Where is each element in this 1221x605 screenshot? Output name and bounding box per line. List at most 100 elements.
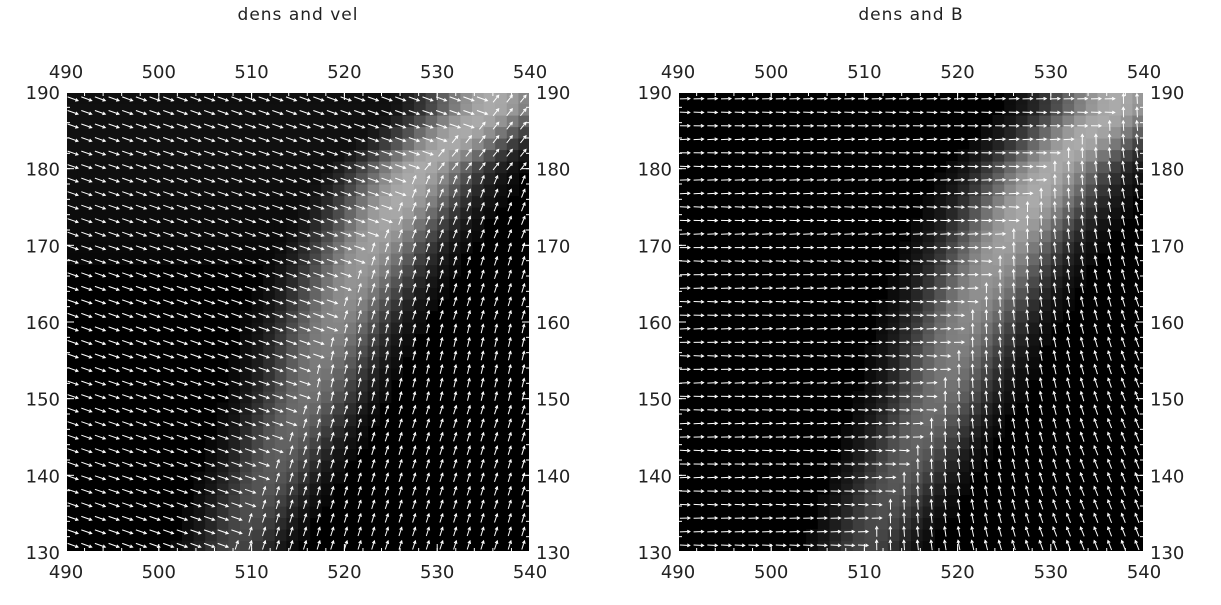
vector-arrowhead	[782, 313, 787, 318]
vector-arrowhead	[741, 232, 746, 236]
density-cell	[425, 207, 438, 220]
vector-arrow	[81, 488, 92, 494]
density-cell	[124, 103, 137, 116]
vector-arrowhead	[252, 125, 257, 129]
vector-arrow	[244, 258, 256, 264]
vector-arrow	[190, 326, 201, 332]
vector-arrow	[244, 461, 256, 467]
vector-arrow	[244, 191, 256, 196]
density-cell	[367, 287, 380, 300]
density-cell	[1074, 103, 1087, 116]
vector-arrow	[344, 391, 348, 401]
vector-arrowhead	[522, 418, 526, 423]
vector-arrowhead	[741, 326, 746, 331]
density-cell	[957, 195, 970, 208]
vector-arrow	[67, 272, 79, 277]
vector-arrowhead	[700, 354, 705, 358]
vector-arrow	[135, 312, 147, 318]
vector-arrowhead	[467, 377, 471, 382]
density-cell	[170, 103, 183, 116]
vector-arrowhead	[170, 368, 175, 373]
vector-arrow	[231, 312, 242, 318]
vector-arrowhead	[252, 287, 257, 291]
density-cell	[298, 471, 311, 484]
density-cell	[344, 195, 357, 208]
vector-arrow	[285, 191, 297, 196]
vector-arrowhead	[225, 111, 230, 116]
vector-arrowhead	[156, 192, 161, 197]
density-cell	[899, 483, 912, 496]
vector-arrow	[720, 544, 732, 546]
vector-arrow	[272, 353, 283, 359]
density-cell	[992, 379, 1005, 392]
density-cell	[1027, 230, 1040, 243]
density-cell	[899, 471, 912, 484]
vector-arrow	[231, 204, 242, 210]
vector-arrowhead	[522, 539, 526, 544]
vector-arrow	[371, 527, 375, 537]
vector-arrow	[316, 432, 321, 442]
density-cell	[356, 356, 369, 369]
vector-arrow	[217, 285, 229, 291]
density-cell	[182, 115, 195, 128]
density-cell	[518, 126, 531, 139]
vector-arrow	[258, 231, 270, 237]
vector-arrow	[190, 285, 201, 291]
vector-arrowhead	[238, 260, 243, 264]
vector-arrow	[521, 391, 525, 401]
vector-arrow	[412, 473, 416, 483]
vector-arrowhead	[88, 355, 93, 359]
vector-arrow	[494, 364, 498, 374]
vector-arrowhead	[481, 269, 485, 274]
vector-arrow	[330, 459, 334, 469]
density-cell	[1027, 218, 1040, 231]
x-tick-label: 530	[420, 562, 454, 583]
vector-arrow	[451, 162, 459, 171]
vector-arrowhead	[375, 192, 380, 197]
vector-arrowhead	[279, 206, 284, 210]
density-cell	[309, 253, 322, 266]
vector-arrow	[479, 121, 486, 130]
vector-arrowhead	[238, 179, 243, 183]
density-cell	[379, 379, 392, 392]
density-cell	[298, 483, 311, 496]
density-cell	[957, 276, 970, 289]
vector-arrow	[720, 476, 732, 479]
density-cell	[1085, 115, 1098, 128]
density-cell	[182, 138, 195, 151]
vector-arrowhead	[769, 205, 774, 209]
density-cell	[263, 126, 276, 139]
vector-arrowhead	[115, 436, 121, 440]
vector-arrowhead	[211, 152, 216, 156]
vector-arrow	[203, 448, 215, 453]
density-cell	[77, 207, 90, 220]
vector-arrowhead	[279, 138, 284, 143]
vector-arrowhead	[700, 177, 705, 182]
density-cell	[1050, 115, 1064, 128]
vector-arrow	[439, 527, 444, 537]
vector-arrow	[190, 123, 201, 129]
vector-arrow	[275, 527, 280, 537]
vector-arrowhead	[88, 125, 93, 129]
density-cell	[124, 207, 137, 220]
density-cell	[193, 172, 206, 185]
vector-arrow	[163, 434, 174, 440]
density-cell	[158, 115, 171, 128]
vector-arrowhead	[102, 341, 107, 346]
vector-arrowhead	[197, 300, 202, 305]
density-cell	[240, 310, 253, 323]
vector-arrow	[411, 229, 417, 239]
density-cell	[367, 115, 380, 128]
density-cell	[263, 368, 276, 381]
vector-arrow	[762, 328, 773, 330]
vector-arrowhead	[508, 418, 512, 423]
vector-arrow	[354, 231, 365, 237]
vector-arrow	[384, 243, 389, 253]
vector-arrowhead	[823, 380, 828, 385]
vector-arrow	[231, 326, 242, 332]
vector-arrow	[803, 233, 814, 235]
vector-arrow	[425, 540, 430, 550]
vector-arrow	[122, 407, 133, 413]
vector-arrowhead	[728, 205, 733, 209]
vector-arrow	[707, 503, 718, 506]
